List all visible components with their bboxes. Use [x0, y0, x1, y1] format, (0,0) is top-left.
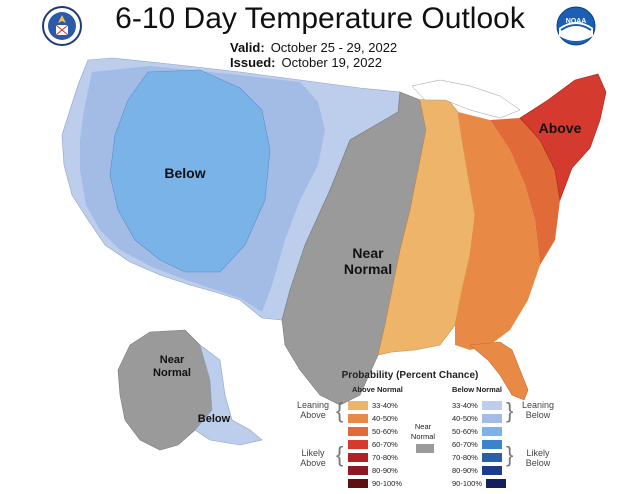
legend-below-row: 80-90% — [452, 465, 502, 475]
florida-above-40-50 — [469, 341, 529, 401]
noaa-logo-text: NOAA — [566, 18, 587, 25]
likely-below-label: Likely Below — [525, 448, 551, 468]
swatch-above-50-60 — [348, 426, 368, 436]
brace-leaning-below: } — [506, 398, 514, 423]
alaska-near-label-2: Normal — [153, 367, 191, 379]
issued-date: Issued: October 19, 2022 — [230, 55, 382, 70]
legend-above-row: 80-90% — [348, 465, 398, 475]
legend-below-row: 60-70% — [452, 439, 502, 449]
above-northeast-label: Above — [539, 120, 582, 136]
swatch-below-40-50 — [481, 413, 502, 423]
legend-below-header: Below Normal — [452, 385, 503, 394]
swatch-below-70-80 — [481, 452, 502, 462]
brace-leaning-above: { — [336, 398, 344, 423]
issued-value: October 19, 2022 — [281, 55, 382, 70]
probability-legend: Probability (Percent Chance) Above Norma… — [292, 370, 554, 492]
conus-above-40-50 — [455, 112, 540, 350]
swatch-below-60-70 — [481, 439, 502, 449]
alaska-below-label: Below — [198, 413, 231, 425]
legend-near-normal-label: Near Normal — [410, 422, 436, 441]
legend-below-row: 40-50% — [452, 413, 502, 423]
legend-above-row: 90-100% — [348, 478, 402, 488]
legend-above-row: 33-40% — [348, 400, 398, 410]
legend-above-row: 40-50% — [348, 413, 398, 423]
swatch-above-70-80 — [348, 452, 368, 462]
legend-below-row: 33-40% — [452, 400, 502, 410]
legend-below-row: 70-80% — [452, 452, 502, 462]
near-normal-label-2: Normal — [344, 261, 392, 277]
swatch-below-90-100 — [486, 478, 507, 488]
valid-dates: Valid: October 25 - 29, 2022 — [230, 40, 397, 55]
legend-above-header: Above Normal — [352, 385, 403, 394]
legend-above-row: 70-80% — [348, 452, 398, 462]
conus-below-50-60 — [109, 69, 271, 273]
valid-label: Valid: — [230, 40, 265, 55]
legend-below-row: 90-100% — [452, 478, 507, 488]
alaska-below — [194, 344, 263, 446]
swatch-above-33-40 — [348, 400, 368, 410]
swatch-near-normal — [416, 444, 434, 453]
legend-above-row: 50-60% — [348, 426, 398, 436]
swatch-above-60-70 — [348, 439, 368, 449]
alaska-near-normal — [117, 329, 213, 451]
likely-above-label: Likely Above — [300, 448, 326, 468]
swatch-below-80-90 — [481, 465, 502, 475]
legend-title: Probability (Percent Chance) — [341, 370, 479, 381]
swatch-above-90-100 — [348, 478, 368, 488]
near-normal-label-1: Near — [352, 245, 384, 261]
great-lakes-area — [411, 79, 521, 119]
conus-above-50-60 — [490, 118, 560, 265]
leaning-below-label: Leaning Below — [521, 400, 555, 420]
swatch-above-80-90 — [348, 465, 368, 475]
doc-seal-logo — [42, 6, 82, 46]
brace-likely-below: } — [506, 442, 514, 467]
swatch-below-33-40 — [481, 400, 502, 410]
brace-likely-above: { — [336, 442, 344, 467]
page-title: 6-10 Day Temperature Outlook — [115, 2, 525, 35]
conus-above-60-70 — [519, 73, 607, 202]
leaning-above-label: Leaning Above — [296, 400, 330, 420]
noaa-logo: NOAA — [556, 6, 596, 46]
alaska-near-label-1: Near — [160, 354, 185, 366]
swatch-below-50-60 — [481, 426, 502, 436]
swatch-above-40-50 — [348, 413, 368, 423]
valid-value: October 25 - 29, 2022 — [270, 40, 398, 55]
below-west-label: Below — [164, 165, 205, 181]
legend-above-row: 60-70% — [348, 439, 398, 449]
legend-below-row: 50-60% — [452, 426, 502, 436]
issued-label: Issued: — [230, 55, 276, 70]
